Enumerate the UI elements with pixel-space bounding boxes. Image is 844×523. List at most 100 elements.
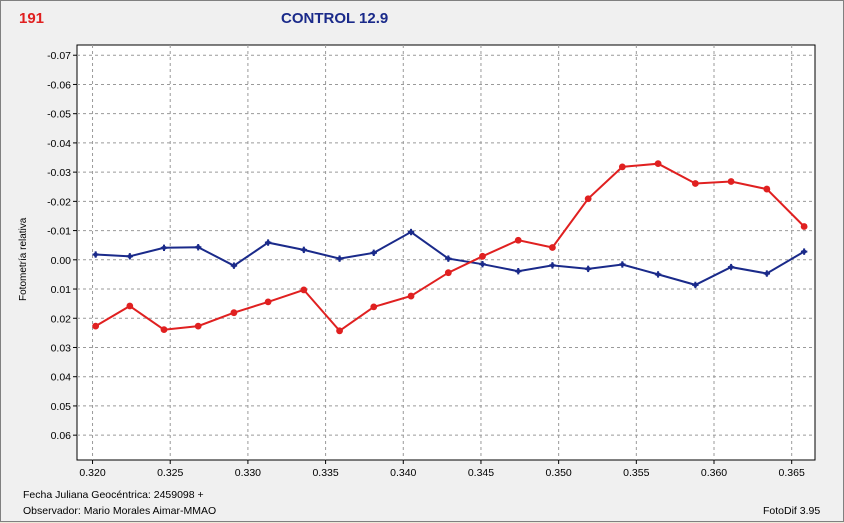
- point-core: [301, 247, 307, 253]
- series-1-point: [126, 253, 134, 260]
- series-1-point: [194, 244, 202, 251]
- point-core: [371, 250, 376, 255]
- chart-id: 191: [19, 10, 45, 27]
- y-tick-label: -0.04: [47, 138, 71, 150]
- series-2-point: [654, 160, 662, 168]
- series-2-point: [230, 309, 238, 317]
- series-1-point: [445, 255, 452, 262]
- y-tick-label: 0.04: [51, 372, 72, 384]
- point-core: [127, 254, 133, 259]
- point-core: [585, 266, 591, 272]
- chart-title: CONTROL 12.9: [281, 10, 389, 27]
- series-1-point: [692, 281, 699, 289]
- series-1-point: [619, 261, 626, 268]
- y-tick-label: 0.03: [51, 342, 72, 354]
- point-core: [337, 256, 342, 261]
- x-tick-label: 0.320: [79, 467, 105, 479]
- y-tick-label: 0.05: [51, 401, 72, 413]
- y-tick-label: -0.03: [47, 167, 71, 179]
- series-2-point: [194, 322, 202, 330]
- x-tick-label: 0.335: [312, 467, 338, 479]
- point-core: [161, 245, 167, 251]
- y-tick-label: -0.06: [47, 79, 71, 91]
- series-2-point: [336, 327, 343, 335]
- series-2-point: [444, 269, 452, 277]
- x-tick-label: 0.340: [390, 467, 416, 479]
- y-axis: -0.07 -0.06 -0.05 -0.04 -0.03 -0.02 -0.01 0.00 0…: [47, 50, 77, 442]
- x-tick-label: 0.365: [779, 467, 805, 479]
- point-core: [801, 249, 807, 254]
- julian-date-label: Fecha Juliana Geocéntrica: 2459098 +: [23, 489, 204, 501]
- series-1-point: [92, 251, 99, 258]
- point-core: [195, 245, 201, 250]
- series-1-point: [230, 262, 238, 269]
- series-1-point: [584, 265, 592, 273]
- series-1-point: [160, 244, 168, 252]
- series-1-point: [727, 263, 735, 271]
- x-tick-label: 0.355: [623, 467, 649, 479]
- series-2-point: [691, 180, 699, 187]
- point-core: [620, 262, 625, 267]
- series-2-point: [160, 326, 168, 334]
- point-core: [408, 229, 414, 235]
- point-core: [764, 271, 770, 276]
- x-tick-label: 0.360: [701, 467, 727, 479]
- grid: [77, 45, 815, 460]
- series-1-point: [763, 270, 771, 277]
- point-core: [728, 264, 734, 270]
- series-2-point: [92, 322, 100, 330]
- y-tick-label: 0.02: [51, 313, 72, 325]
- series-2-point: [727, 178, 735, 185]
- series-1-point: [300, 246, 308, 254]
- y-tick-label: -0.07: [47, 50, 71, 62]
- series-1-point: [264, 239, 272, 246]
- series-2-point: [800, 223, 808, 230]
- series-1-point: [479, 260, 486, 268]
- version-label: FotoDif 3.95: [763, 505, 821, 517]
- x-axis: 0.320 0.325 0.330 0.335 0.340 0.345 0.350 0.355…: [79, 460, 805, 479]
- series-1-point: [336, 255, 343, 262]
- series-2-point: [584, 195, 592, 203]
- series-2-point: [514, 236, 522, 244]
- y-tick-label: -0.01: [47, 226, 71, 238]
- series-2-point: [126, 302, 134, 310]
- series-1-point: [549, 262, 556, 269]
- series-2-point: [300, 286, 308, 294]
- series-2-point: [549, 244, 556, 251]
- series-2-point: [264, 298, 272, 306]
- point-core: [231, 263, 237, 268]
- series-1-point: [800, 248, 808, 255]
- series-layer: [92, 160, 808, 335]
- series-1-point: [654, 271, 662, 278]
- y-tick-label: -0.02: [47, 196, 71, 208]
- series-2-point: [479, 252, 486, 260]
- point-core: [655, 272, 661, 277]
- x-tick-label: 0.325: [157, 467, 183, 479]
- plot-area: [76, 44, 816, 461]
- y-tick-label: 0.01: [51, 284, 72, 296]
- y-tick-label: 0.06: [51, 430, 72, 442]
- series-1-point: [407, 228, 415, 236]
- series-1-point: [370, 249, 377, 256]
- point-core: [265, 240, 271, 245]
- x-tick-label: 0.330: [235, 467, 261, 479]
- x-tick-label: 0.345: [468, 467, 494, 479]
- point-core: [446, 256, 451, 261]
- y-tick-label: -0.05: [47, 109, 71, 121]
- point-core: [516, 269, 521, 274]
- observer-label: Observador: Mario Morales Aimar-MMAO: [23, 505, 217, 517]
- point-core: [550, 263, 555, 268]
- series-1-point: [515, 268, 522, 275]
- series-2-point: [618, 163, 626, 171]
- point-core: [480, 261, 485, 267]
- series-2-point: [370, 303, 378, 311]
- y-axis-label: Fotometría relativa: [18, 217, 29, 301]
- series-2-point: [407, 292, 415, 300]
- point-core: [693, 282, 698, 288]
- x-tick-label: 0.350: [546, 467, 572, 479]
- series-2-point: [763, 185, 771, 193]
- y-tick-label: 0.00: [51, 255, 72, 267]
- point-core: [93, 252, 98, 257]
